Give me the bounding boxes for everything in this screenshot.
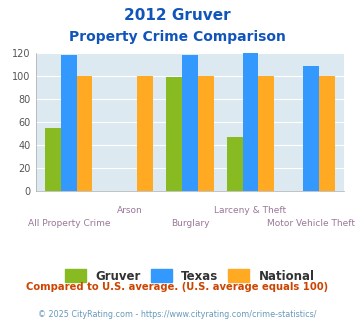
Text: Larceny & Theft: Larceny & Theft <box>214 206 286 215</box>
Text: Property Crime Comparison: Property Crime Comparison <box>69 30 286 44</box>
Text: Compared to U.S. average. (U.S. average equals 100): Compared to U.S. average. (U.S. average … <box>26 282 329 292</box>
Text: © 2025 CityRating.com - https://www.cityrating.com/crime-statistics/: © 2025 CityRating.com - https://www.city… <box>38 310 317 318</box>
Text: Motor Vehicle Theft: Motor Vehicle Theft <box>267 219 355 228</box>
Bar <box>77 76 92 191</box>
Text: 2012 Gruver: 2012 Gruver <box>124 8 231 23</box>
Text: Arson: Arson <box>116 206 142 215</box>
Bar <box>242 53 258 191</box>
Bar <box>198 76 214 191</box>
Bar <box>319 76 335 191</box>
Text: All Property Crime: All Property Crime <box>28 219 110 228</box>
Bar <box>258 76 274 191</box>
Bar <box>137 76 153 191</box>
Bar <box>61 55 77 191</box>
Bar <box>182 55 198 191</box>
Bar <box>45 128 61 191</box>
Bar <box>227 137 242 191</box>
Legend: Gruver, Texas, National: Gruver, Texas, National <box>65 269 315 283</box>
Text: Burglary: Burglary <box>171 219 209 228</box>
Bar <box>166 77 182 191</box>
Bar <box>303 65 319 191</box>
